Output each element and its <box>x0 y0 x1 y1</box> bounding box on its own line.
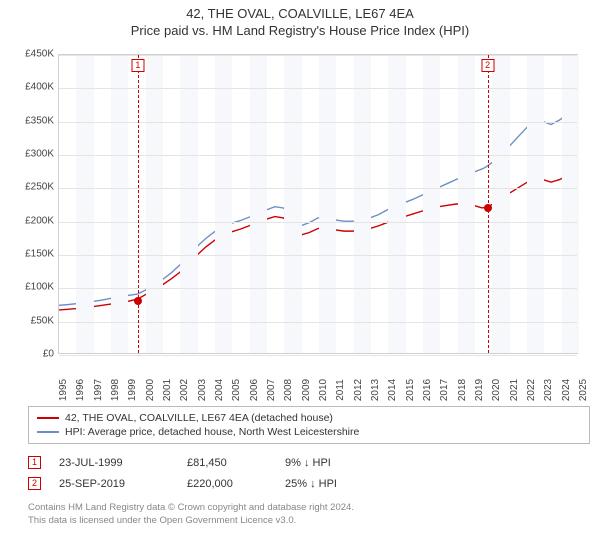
y-tick-label: £0 <box>10 349 54 360</box>
x-tick-label: 2025 <box>578 379 589 401</box>
sale-diff-2: 25% ↓ HPI <box>285 478 375 490</box>
x-tick-label: 2018 <box>457 379 468 401</box>
x-tick-label: 1997 <box>93 379 104 401</box>
x-tick-label: 2013 <box>370 379 381 401</box>
chart-area: 12 1995199619971998199920002001200220032… <box>10 46 590 406</box>
y-tick-label: £350K <box>10 115 54 126</box>
legend-label-property: 42, THE OVAL, COALVILLE, LE67 4EA (detac… <box>65 412 333 424</box>
sale-marker-label: 1 <box>131 59 144 72</box>
x-axis-labels: 1995 1996 1997 1998 1999 2000 2001 2002 2003 2004… <box>58 358 578 398</box>
chart-title: 42, THE OVAL, COALVILLE, LE67 4EA <box>0 6 600 21</box>
y-tick-label: £250K <box>10 182 54 193</box>
x-tick-label: 2022 <box>526 379 537 401</box>
x-tick-label: 2001 <box>162 379 173 401</box>
legend: 42, THE OVAL, COALVILLE, LE67 4EA (detac… <box>28 406 590 444</box>
chart-header: 42, THE OVAL, COALVILLE, LE67 4EA Price … <box>0 0 600 40</box>
x-tick-label: 2003 <box>197 379 208 401</box>
sale-date-1: 23-JUL-1999 <box>59 457 169 469</box>
y-tick-label: £300K <box>10 149 54 160</box>
legend-item-hpi: HPI: Average price, detached house, Nort… <box>37 425 581 439</box>
sale-marker-box-1: 1 <box>28 456 41 469</box>
footer-line-2: This data is licensed under the Open Gov… <box>28 515 590 528</box>
x-tick-label: 2015 <box>405 379 416 401</box>
x-tick-label: 2016 <box>422 379 433 401</box>
x-tick-label: 2007 <box>266 379 277 401</box>
x-tick-label: 2009 <box>301 379 312 401</box>
x-tick-label: 2012 <box>353 379 364 401</box>
x-tick-label: 2010 <box>318 379 329 401</box>
sale-marker-dot <box>134 297 142 305</box>
x-tick-label: 2020 <box>491 379 502 401</box>
legend-swatch-property <box>37 417 59 419</box>
sale-price-1: £81,450 <box>187 457 267 469</box>
y-tick-label: £100K <box>10 282 54 293</box>
sale-price-2: £220,000 <box>187 478 267 490</box>
x-tick-label: 2008 <box>283 379 294 401</box>
chart-subtitle: Price paid vs. HM Land Registry's House … <box>0 23 600 38</box>
x-tick-label: 1998 <box>110 379 121 401</box>
sales-table: 1 23-JUL-1999 £81,450 9% ↓ HPI 2 25-SEP-… <box>28 452 590 494</box>
x-tick-label: 2024 <box>561 379 572 401</box>
legend-label-hpi: HPI: Average price, detached house, Nort… <box>65 426 359 438</box>
y-tick-label: £50K <box>10 315 54 326</box>
x-tick-label: 2021 <box>509 379 520 401</box>
sale-marker-dot <box>484 204 492 212</box>
sale-row-2: 2 25-SEP-2019 £220,000 25% ↓ HPI <box>28 473 590 494</box>
x-tick-label: 1996 <box>75 379 86 401</box>
legend-item-property: 42, THE OVAL, COALVILLE, LE67 4EA (detac… <box>37 411 581 425</box>
y-tick-label: £150K <box>10 249 54 260</box>
footer-line-1: Contains HM Land Registry data © Crown c… <box>28 502 590 515</box>
x-tick-label: 2000 <box>145 379 156 401</box>
x-tick-label: 1999 <box>127 379 138 401</box>
sale-diff-1: 9% ↓ HPI <box>285 457 375 469</box>
sale-date-2: 25-SEP-2019 <box>59 478 169 490</box>
x-tick-label: 2017 <box>439 379 450 401</box>
footer: Contains HM Land Registry data © Crown c… <box>28 502 590 528</box>
x-tick-label: 2004 <box>214 379 225 401</box>
y-tick-label: £400K <box>10 82 54 93</box>
x-tick-label: 2011 <box>335 379 346 401</box>
x-tick-label: 2005 <box>231 379 242 401</box>
y-tick-label: £200K <box>10 215 54 226</box>
x-tick-label: 2002 <box>179 379 190 401</box>
sale-marker-box-2: 2 <box>28 477 41 490</box>
sale-row-1: 1 23-JUL-1999 £81,450 9% ↓ HPI <box>28 452 590 473</box>
legend-swatch-hpi <box>37 431 59 433</box>
x-tick-label: 2023 <box>543 379 554 401</box>
x-tick-label: 2019 <box>474 379 485 401</box>
sale-marker-label: 2 <box>481 59 494 72</box>
plot-area: 12 <box>58 54 578 354</box>
y-tick-label: £450K <box>10 49 54 60</box>
x-tick-label: 2006 <box>249 379 260 401</box>
x-tick-label: 1995 <box>58 379 69 401</box>
x-tick-label: 2014 <box>387 379 398 401</box>
